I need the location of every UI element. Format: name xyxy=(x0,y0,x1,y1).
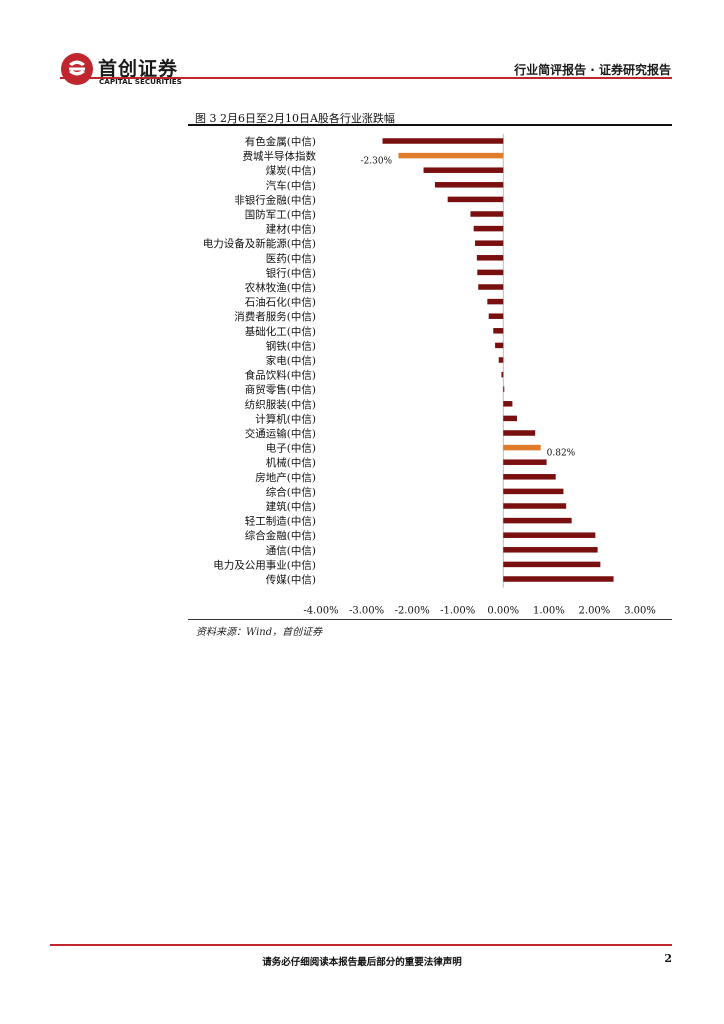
bar xyxy=(447,196,504,203)
category-label: 银行(中信) xyxy=(266,266,316,279)
bar xyxy=(501,371,504,378)
category-label: 交通运输(中信) xyxy=(245,427,316,440)
category-label: 非银行金融(中信) xyxy=(234,193,316,206)
bar xyxy=(503,488,564,495)
bar xyxy=(470,211,504,217)
category-label: 计算机(中信) xyxy=(255,412,316,425)
category-label: 石油石化(中信) xyxy=(245,296,316,309)
category-label: 农林牧渔(中信) xyxy=(245,281,316,294)
bar xyxy=(503,576,614,582)
category-label: 商贸零售(中信) xyxy=(245,383,316,396)
bar xyxy=(476,255,504,261)
category-label: 传媒(中信) xyxy=(266,573,316,586)
bar xyxy=(503,503,567,509)
category-label: 电力及公用事业(中信) xyxy=(213,558,316,571)
bar xyxy=(477,269,504,276)
bar xyxy=(493,328,504,334)
bar xyxy=(487,298,504,305)
figure-top-rule xyxy=(188,124,672,126)
category-label: 轻工制造(中信) xyxy=(245,515,316,528)
x-tick-label: -4.00% xyxy=(303,606,338,614)
bar xyxy=(503,547,598,553)
bar xyxy=(495,342,504,349)
bar xyxy=(498,357,504,363)
logo-mark-icon xyxy=(61,53,93,85)
bar xyxy=(503,401,513,407)
category-label: 基础化工(中信) xyxy=(245,325,316,338)
data-label: 0.82% xyxy=(547,449,576,459)
category-label: 食品饮料(中信) xyxy=(245,369,316,382)
bar xyxy=(398,152,504,159)
footer-disclaimer: 请务必仔细阅读本报告最后部分的重要法律声明 xyxy=(262,957,462,968)
figure-bottom-rule xyxy=(188,619,672,620)
bar xyxy=(478,284,504,290)
bar xyxy=(503,386,505,392)
bar xyxy=(503,474,556,480)
company-logo: 首创证券 CAPITAL SECURITIES xyxy=(60,52,200,88)
bar xyxy=(503,459,547,465)
bar xyxy=(503,561,601,568)
bar xyxy=(503,415,517,422)
logo-cn-text: 首创证券 xyxy=(98,58,179,80)
category-label: 钢铁(中信) xyxy=(266,339,316,352)
figure-source: 资料来源：Wind，首创证券 xyxy=(196,627,323,638)
category-label: 通信(中信) xyxy=(266,544,316,557)
category-label: 综合(中信) xyxy=(266,485,316,498)
x-tick-label: 3.00% xyxy=(624,606,656,614)
category-label: 电子(中信) xyxy=(266,442,316,455)
bar xyxy=(503,517,572,524)
bar xyxy=(503,444,541,451)
category-label: 费城半导体指数 xyxy=(243,150,317,163)
page-number: 2 xyxy=(664,952,672,965)
category-label: 医药(中信) xyxy=(266,252,316,265)
bar xyxy=(488,313,504,319)
bar xyxy=(434,182,504,188)
x-tick-label: -2.00% xyxy=(395,606,430,614)
x-tick-label: -3.00% xyxy=(349,606,384,614)
bar xyxy=(475,240,504,246)
report-type: 行业简评报告 · 证券研究报告 xyxy=(514,63,671,77)
category-label: 汽车(中信) xyxy=(266,179,316,192)
category-label: 综合金融(中信) xyxy=(245,529,316,542)
bar xyxy=(503,430,536,436)
category-label: 房地产(中信) xyxy=(255,471,316,484)
bar xyxy=(382,138,504,144)
category-label: 家电(中信) xyxy=(266,354,316,367)
category-label: 消费者服务(中信) xyxy=(234,310,316,323)
bar xyxy=(473,225,504,232)
x-tick-label: 2.00% xyxy=(579,606,611,614)
x-tick-label: -1.00% xyxy=(440,606,475,614)
category-label: 有色金属(中信) xyxy=(245,135,316,148)
category-label: 建材(中信) xyxy=(266,223,316,236)
category-label: 电力设备及新能源(中信) xyxy=(203,237,316,250)
footer-divider xyxy=(50,944,672,946)
category-label: 纺织服装(中信) xyxy=(245,398,316,411)
category-label: 机械(中信) xyxy=(266,456,316,469)
category-label: 建筑(中信) xyxy=(266,500,316,513)
logo-en-text: CAPITAL SECURITIES xyxy=(99,77,182,86)
data-label: -2.30% xyxy=(360,157,392,167)
figure-title: 图 3 2月6日至2月10日A股各行业涨跌幅 xyxy=(195,112,395,125)
x-tick-label: 1.00% xyxy=(533,606,565,614)
category-label: 国防军工(中信) xyxy=(245,208,316,221)
header-divider xyxy=(60,77,672,79)
bar xyxy=(503,532,596,538)
bar xyxy=(423,167,504,173)
category-label: 煤炭(中信) xyxy=(266,164,316,177)
x-tick-label: 0.00% xyxy=(487,606,519,614)
